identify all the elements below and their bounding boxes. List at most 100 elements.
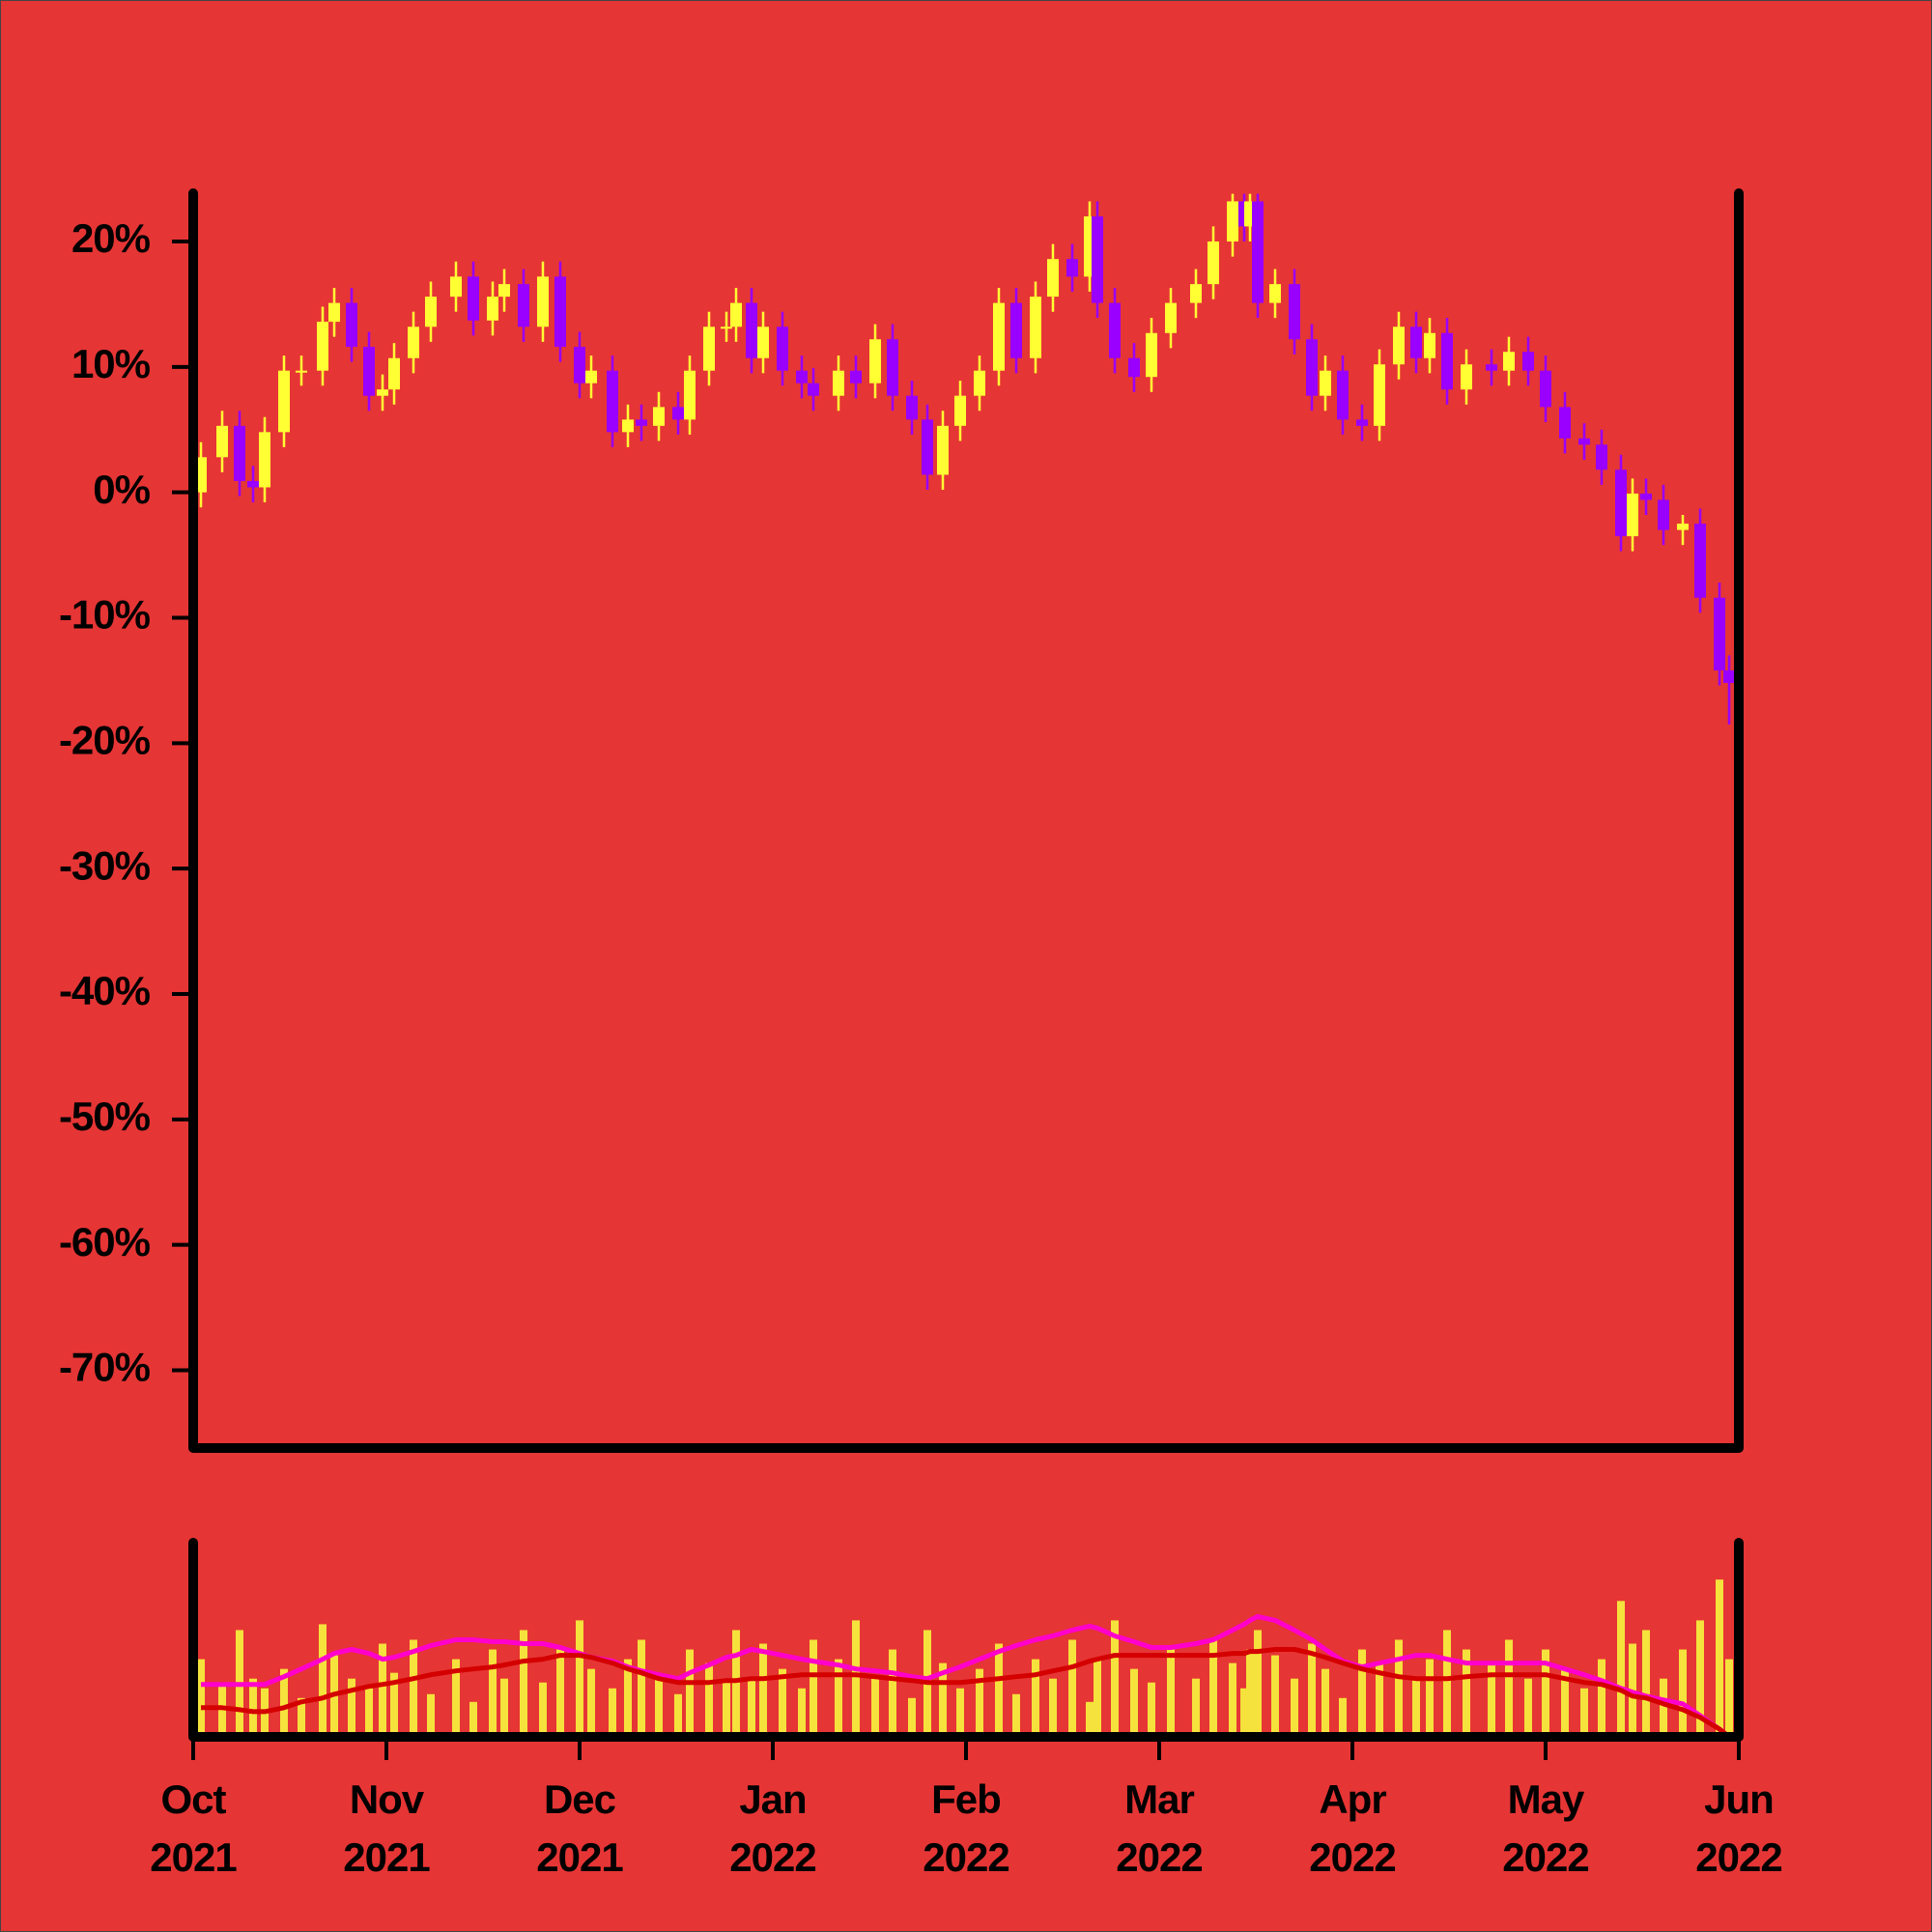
candle-body bbox=[703, 327, 715, 371]
candle-body bbox=[1047, 259, 1059, 298]
candle-body bbox=[1208, 241, 1219, 285]
x-tick-label: Jan 2022 bbox=[729, 1776, 815, 1880]
volume-bar bbox=[1524, 1678, 1532, 1737]
candle-body bbox=[1441, 332, 1453, 390]
candle-body bbox=[1356, 419, 1368, 426]
x-tick-label-line: 2021 bbox=[150, 1834, 237, 1880]
volume-bar bbox=[520, 1630, 527, 1737]
volume-bar bbox=[705, 1662, 713, 1737]
volume-panel bbox=[197, 1579, 1733, 1739]
y-tick-label: -30% bbox=[59, 842, 151, 888]
candle-body bbox=[1410, 327, 1422, 358]
volume-bar bbox=[1725, 1659, 1733, 1737]
candle-body bbox=[1658, 499, 1669, 530]
candle-body bbox=[1694, 524, 1706, 598]
candle-body bbox=[937, 425, 949, 475]
x-tick-label-line: 2022 bbox=[1695, 1834, 1781, 1880]
x-tick-label: May 2022 bbox=[1502, 1776, 1588, 1880]
x-tick-label-line: 2022 bbox=[1309, 1834, 1395, 1880]
candle-body bbox=[1165, 302, 1177, 333]
candle-body bbox=[363, 347, 375, 396]
candle-body bbox=[574, 347, 585, 384]
candle-body bbox=[450, 276, 462, 298]
candle-body bbox=[887, 339, 898, 396]
volume-bar bbox=[1463, 1649, 1470, 1737]
volume-bar bbox=[908, 1697, 916, 1737]
x-tick-label: Dec 2021 bbox=[536, 1776, 623, 1880]
candle-body bbox=[833, 370, 844, 396]
candle-body bbox=[408, 327, 419, 358]
candle-body bbox=[317, 322, 328, 371]
volume-bar bbox=[939, 1662, 947, 1737]
volume-bar bbox=[576, 1620, 583, 1737]
candle-body bbox=[1627, 493, 1638, 537]
x-tick-label: Oct 2021 bbox=[150, 1776, 237, 1880]
x-tick-label-line: Apr bbox=[1319, 1776, 1386, 1822]
volume-bar bbox=[686, 1649, 694, 1737]
y-tick-label: -40% bbox=[59, 968, 151, 1013]
volume-bar bbox=[1376, 1662, 1383, 1737]
volume-bar bbox=[390, 1672, 398, 1737]
volume-bar bbox=[1068, 1639, 1076, 1737]
volume-bar bbox=[810, 1639, 817, 1737]
candle-body bbox=[636, 419, 647, 426]
volume-bar bbox=[871, 1678, 879, 1737]
candle-body bbox=[1374, 364, 1385, 426]
candle-body bbox=[247, 480, 259, 488]
volume-bar bbox=[1209, 1639, 1217, 1737]
volume-bar bbox=[1032, 1659, 1039, 1737]
candle-body bbox=[1503, 352, 1515, 371]
candle-body bbox=[425, 297, 437, 327]
volume-bar bbox=[1308, 1643, 1316, 1737]
candle-body bbox=[796, 370, 808, 384]
volume-bar bbox=[1130, 1668, 1138, 1737]
x-tick-label: Nov 2021 bbox=[343, 1776, 430, 1880]
x-tick-label-line: Mar bbox=[1124, 1776, 1194, 1822]
y-tick-label: -20% bbox=[59, 717, 151, 762]
candle-body bbox=[757, 327, 769, 358]
y-tick-label: 10% bbox=[71, 341, 151, 386]
volume-bar bbox=[348, 1678, 355, 1737]
x-tick-label-line: Jun bbox=[1704, 1776, 1774, 1822]
candle-body bbox=[653, 407, 665, 426]
x-tick-label-line: Oct bbox=[160, 1776, 226, 1822]
candle-body bbox=[1128, 357, 1140, 378]
price-panel bbox=[195, 193, 1735, 724]
volume-bar bbox=[1339, 1697, 1347, 1737]
candle-body bbox=[1522, 352, 1534, 371]
volume-bar bbox=[1426, 1659, 1434, 1737]
candle-body bbox=[1066, 259, 1078, 277]
y-tick-label: -10% bbox=[59, 592, 151, 638]
volume-bar bbox=[1111, 1620, 1119, 1737]
candle-body bbox=[1615, 469, 1627, 537]
candle-body bbox=[537, 276, 549, 327]
volume-bar bbox=[1229, 1662, 1236, 1737]
volume-bar bbox=[1167, 1649, 1175, 1737]
volume-bar bbox=[1094, 1659, 1101, 1737]
x-tick-label-line: Feb bbox=[931, 1776, 1001, 1822]
volume-bar bbox=[469, 1701, 477, 1737]
volume-bar bbox=[539, 1682, 547, 1737]
candle-body bbox=[1289, 284, 1300, 340]
volume-bar bbox=[748, 1678, 755, 1737]
candle-body bbox=[1461, 364, 1472, 390]
volume-bar bbox=[759, 1643, 767, 1737]
x-tick-label-line: 2022 bbox=[923, 1834, 1009, 1880]
candle-body bbox=[1677, 524, 1689, 530]
volume-bar bbox=[1679, 1649, 1687, 1737]
volume-bar bbox=[1246, 1649, 1254, 1737]
candle-body bbox=[1306, 339, 1318, 396]
volume-bar bbox=[1049, 1678, 1057, 1737]
volume-bar bbox=[1254, 1630, 1262, 1737]
volume-bar bbox=[197, 1659, 205, 1737]
candle-body bbox=[1092, 216, 1103, 303]
candle-body bbox=[377, 389, 388, 396]
x-tick-label-line: 2022 bbox=[1502, 1834, 1588, 1880]
x-tick-label-line: Jan bbox=[739, 1776, 806, 1822]
candle-body bbox=[234, 425, 245, 481]
volume-bar bbox=[1291, 1678, 1298, 1737]
x-tick-label: Mar 2022 bbox=[1116, 1776, 1202, 1880]
y-tick-label: 20% bbox=[71, 215, 151, 261]
